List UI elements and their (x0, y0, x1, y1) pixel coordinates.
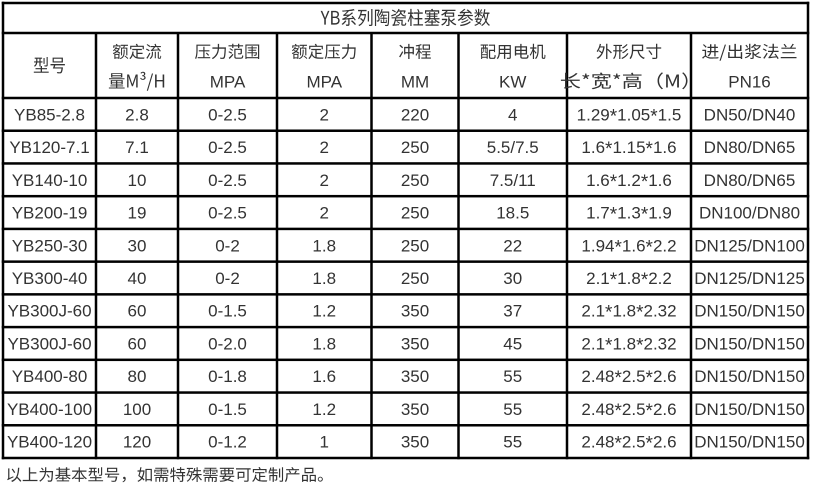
svg-text:YB140-10: YB140-10 (12, 171, 88, 190)
svg-text:DN100/DN80: DN100/DN80 (699, 204, 800, 223)
svg-text:1: 1 (320, 433, 329, 452)
svg-text:350: 350 (401, 400, 429, 419)
svg-text:1.29*1.05*1.5: 1.29*1.05*1.5 (577, 105, 682, 127)
svg-text:30: 30 (128, 236, 147, 255)
svg-text:0-1.2: 0-1.2 (208, 433, 247, 452)
svg-text:DN50/DN40: DN50/DN40 (704, 105, 796, 124)
svg-text:60: 60 (128, 302, 147, 321)
svg-text:DN150/DN150: DN150/DN150 (694, 367, 805, 386)
svg-text:350: 350 (401, 334, 429, 353)
svg-text:DN125/DN125: DN125/DN125 (694, 269, 805, 288)
svg-text:YB250-30: YB250-30 (12, 236, 88, 255)
svg-text:10: 10 (128, 171, 147, 190)
svg-text:YB400-100: YB400-100 (7, 400, 92, 419)
svg-text:YB300J-60: YB300J-60 (7, 334, 91, 353)
svg-text:1.6: 1.6 (312, 367, 336, 386)
svg-text:80: 80 (128, 367, 147, 386)
svg-text:45: 45 (503, 334, 522, 353)
svg-text:YB300-40: YB300-40 (12, 269, 88, 288)
svg-text:YB300J-60: YB300J-60 (7, 302, 91, 321)
svg-text:5.5/7.5: 5.5/7.5 (487, 138, 539, 157)
svg-text:2.48*2.5*2.6: 2.48*2.5*2.6 (581, 400, 676, 422)
svg-text:55: 55 (503, 400, 522, 419)
svg-text:DN80/DN65: DN80/DN65 (704, 171, 796, 190)
svg-text:DN150/DN150: DN150/DN150 (694, 302, 805, 321)
svg-text:250: 250 (401, 236, 429, 255)
svg-text:0-2.5: 0-2.5 (208, 105, 247, 124)
svg-text:1.8: 1.8 (312, 269, 336, 288)
svg-text:YB400-80: YB400-80 (12, 367, 88, 386)
svg-text:7.5/11: 7.5/11 (490, 171, 536, 190)
svg-text:2.8: 2.8 (125, 105, 149, 124)
svg-text:0-2.5: 0-2.5 (208, 171, 247, 190)
svg-text:DN125/DN100: DN125/DN100 (694, 236, 805, 255)
svg-text:DN150/DN150: DN150/DN150 (694, 334, 805, 353)
svg-text:2.1*1.8*2.32: 2.1*1.8*2.32 (581, 334, 676, 356)
svg-text:2: 2 (320, 204, 329, 223)
svg-text:350: 350 (401, 433, 429, 452)
svg-text:37: 37 (503, 302, 522, 321)
svg-text:2.1*1.8*2.2: 2.1*1.8*2.2 (586, 269, 672, 291)
svg-text:YB120-7.1: YB120-7.1 (9, 138, 89, 157)
svg-text:0-1.5: 0-1.5 (208, 400, 247, 419)
svg-text:0-2.0: 0-2.0 (208, 334, 247, 353)
svg-text:1.8: 1.8 (312, 334, 336, 353)
svg-text:2.48*2.5*2.6: 2.48*2.5*2.6 (581, 433, 676, 455)
svg-text:DN80/DN65: DN80/DN65 (704, 138, 796, 157)
svg-text:0-1.5: 0-1.5 (208, 302, 247, 321)
svg-text:250: 250 (401, 269, 429, 288)
svg-text:1.6*1.15*1.6: 1.6*1.15*1.6 (581, 138, 676, 160)
svg-text:2: 2 (320, 138, 329, 157)
svg-text:100: 100 (123, 400, 151, 419)
svg-text:55: 55 (503, 367, 522, 386)
svg-text:YB400-120: YB400-120 (7, 433, 92, 452)
svg-text:MPA: MPA (306, 73, 342, 92)
svg-text:19: 19 (128, 204, 147, 223)
svg-text:MPA: MPA (210, 73, 246, 92)
svg-text:1.2: 1.2 (312, 400, 336, 419)
svg-text:0-2.5: 0-2.5 (208, 138, 247, 157)
svg-text:PN16: PN16 (728, 73, 771, 92)
svg-text:MM: MM (401, 73, 429, 92)
svg-text:DN150/DN150: DN150/DN150 (694, 400, 805, 419)
svg-text:1.2: 1.2 (312, 302, 336, 321)
svg-text:2.48*2.5*2.6: 2.48*2.5*2.6 (581, 367, 676, 389)
svg-text:YB85-2.8: YB85-2.8 (14, 105, 85, 124)
svg-text:60: 60 (128, 334, 147, 353)
svg-text:1.94*1.6*2.2: 1.94*1.6*2.2 (581, 236, 676, 258)
svg-text:350: 350 (401, 367, 429, 386)
svg-text:250: 250 (401, 138, 429, 157)
svg-text:2: 2 (320, 105, 329, 124)
svg-text:120: 120 (123, 433, 151, 452)
svg-text:2: 2 (320, 171, 329, 190)
svg-text:0-1.8: 0-1.8 (208, 367, 247, 386)
svg-text:KW: KW (499, 73, 526, 92)
svg-text:22: 22 (503, 236, 522, 255)
svg-text:0-2: 0-2 (215, 269, 240, 288)
svg-text:DN150/DN150: DN150/DN150 (694, 433, 805, 452)
svg-text:30: 30 (503, 269, 522, 288)
svg-text:1.7*1.3*1.9: 1.7*1.3*1.9 (586, 204, 672, 226)
svg-text:1.8: 1.8 (312, 236, 336, 255)
svg-text:0-2: 0-2 (215, 236, 240, 255)
svg-text:0-2.5: 0-2.5 (208, 204, 247, 223)
svg-text:1.6*1.2*1.6: 1.6*1.2*1.6 (586, 171, 672, 193)
svg-text:4: 4 (508, 105, 517, 124)
svg-text:2.1*1.8*2.32: 2.1*1.8*2.32 (581, 302, 676, 324)
svg-text:350: 350 (401, 302, 429, 321)
svg-text:7.1: 7.1 (125, 138, 149, 157)
svg-text:18.5: 18.5 (496, 204, 529, 223)
svg-text:40: 40 (128, 269, 147, 288)
svg-text:55: 55 (503, 433, 522, 452)
svg-text:YB200-19: YB200-19 (12, 204, 88, 223)
svg-text:220: 220 (401, 105, 429, 124)
svg-text:250: 250 (401, 171, 429, 190)
svg-text:250: 250 (401, 204, 429, 223)
